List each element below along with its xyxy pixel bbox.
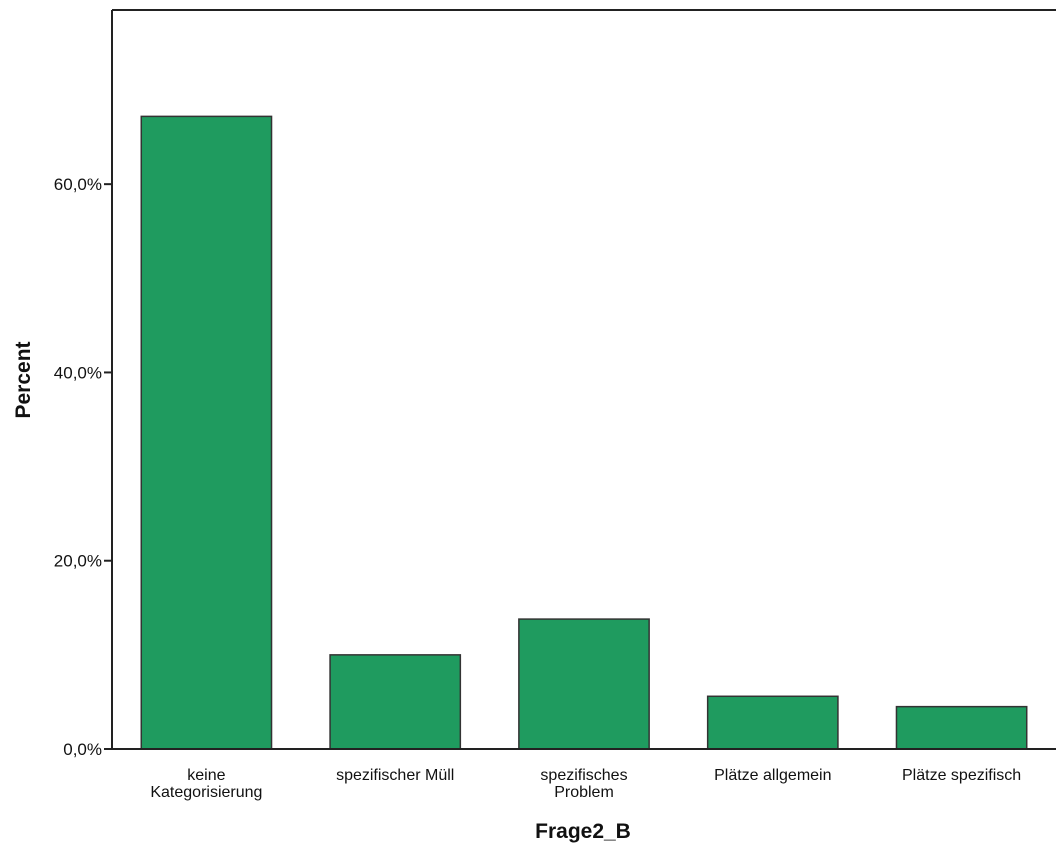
y-tick-label: 0,0% (63, 740, 102, 759)
bar (706, 695, 839, 750)
bar (140, 115, 273, 750)
y-axis-title: Percent (12, 341, 35, 418)
x-tick-label: spezifisches Problem (540, 767, 627, 801)
x-labels-group: keine Kategorisierung spezifischer Müll spe… (150, 767, 1021, 801)
bar (518, 618, 650, 750)
bar (895, 705, 1028, 750)
x-tick-label: keine Kategorisierung (150, 767, 262, 801)
x-axis-title: Frage2_B (535, 820, 631, 843)
y-tick-label: 40,0% (54, 363, 102, 382)
x-tick-label: Plätze allgemein (714, 767, 831, 784)
x-tick-label: Plätze spezifisch (902, 767, 1021, 784)
y-ticks-group: 0,0% 20,0% 40,0% 60,0% (54, 175, 112, 759)
y-tick-label: 60,0% (54, 175, 102, 194)
x-tick-label: spezifischer Müll (336, 767, 454, 784)
bar (329, 654, 462, 750)
y-tick-label: 20,0% (54, 552, 102, 571)
bars-group (140, 115, 1028, 750)
